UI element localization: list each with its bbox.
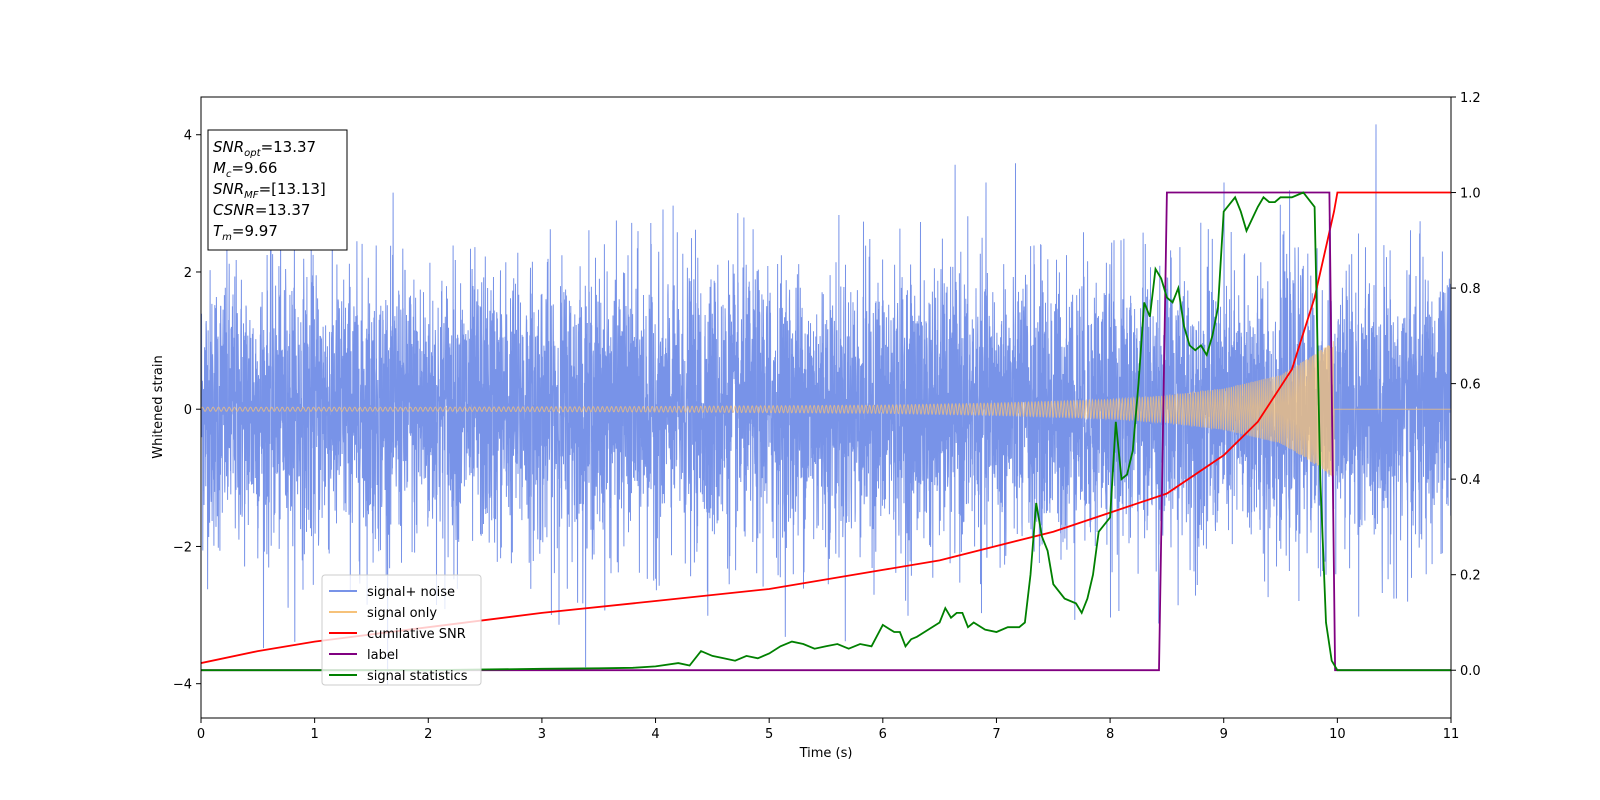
x-tick-label: 0 xyxy=(197,727,205,742)
y-left-tick-label: 0 xyxy=(184,403,192,418)
legend-label: label xyxy=(367,648,398,663)
y-right-tick-label: 1.0 xyxy=(1460,187,1481,202)
series-signal-noise-line xyxy=(201,124,1451,686)
y-right-tick-label: 0.4 xyxy=(1460,473,1481,488)
x-tick-label: 8 xyxy=(1106,727,1114,742)
y-right-tick-label: 0.6 xyxy=(1460,378,1481,393)
y-left-tick-label: 4 xyxy=(184,129,192,144)
stats-annotation-box: SNRopt=13.37Mc=9.66SNRMF=[13.13]CSNR=13.… xyxy=(207,129,348,251)
y-axis-left-label: Whitened strain xyxy=(151,355,166,458)
x-tick-label: 10 xyxy=(1329,727,1346,742)
x-axis-label: Time (s) xyxy=(799,746,853,761)
y-right-tick-label: 0.8 xyxy=(1460,282,1481,297)
y-right-tick-label: 0.0 xyxy=(1460,664,1481,679)
x-tick-label: 3 xyxy=(538,727,546,742)
legend-label: signal statistics xyxy=(367,669,468,684)
x-tick-label: 6 xyxy=(879,727,887,742)
y-axis-left: 4 2 0 −2 −4 xyxy=(173,129,201,693)
y-left-tick-label: 2 xyxy=(184,266,192,281)
y-right-tick-label: 1.2 xyxy=(1460,91,1481,106)
annotation-line: CSNR=13.37 xyxy=(213,201,310,219)
annotation-line: Tm=9.97 xyxy=(213,222,278,243)
x-tick-label: 7 xyxy=(992,727,1000,742)
x-axis: 0 1 2 3 4 5 6 7 8 9 10 11 xyxy=(197,718,1459,742)
x-tick-label: 2 xyxy=(424,727,432,742)
legend-label: signal+ noise xyxy=(367,585,455,600)
series-signal-statistics-line xyxy=(201,191,1451,672)
y-left-tick-label: −2 xyxy=(173,540,192,555)
legend-label: cumilative SNR xyxy=(367,627,466,642)
plot-frame xyxy=(200,96,1452,719)
x-tick-label: 5 xyxy=(765,727,773,742)
y-axis-right: 1.2 1.0 0.8 0.6 0.4 0.2 0.0 xyxy=(1451,91,1481,679)
annotation-line: SNRopt=13.37 xyxy=(213,138,316,159)
series-signal-only-line xyxy=(201,341,1451,477)
x-tick-label: 4 xyxy=(651,727,659,742)
x-tick-label: 1 xyxy=(310,727,318,742)
y-right-tick-label: 0.2 xyxy=(1460,569,1481,584)
y-left-tick-label: −4 xyxy=(173,678,192,693)
x-tick-label: 11 xyxy=(1443,727,1460,742)
annotation-line: SNRMF=[13.13] xyxy=(213,180,326,201)
annotation-line: Mc=9.66 xyxy=(213,159,277,180)
legend: signal+ noise signal only cumilative SNR la… xyxy=(321,574,482,686)
x-tick-label: 9 xyxy=(1220,727,1228,742)
legend-label: signal only xyxy=(367,606,437,621)
